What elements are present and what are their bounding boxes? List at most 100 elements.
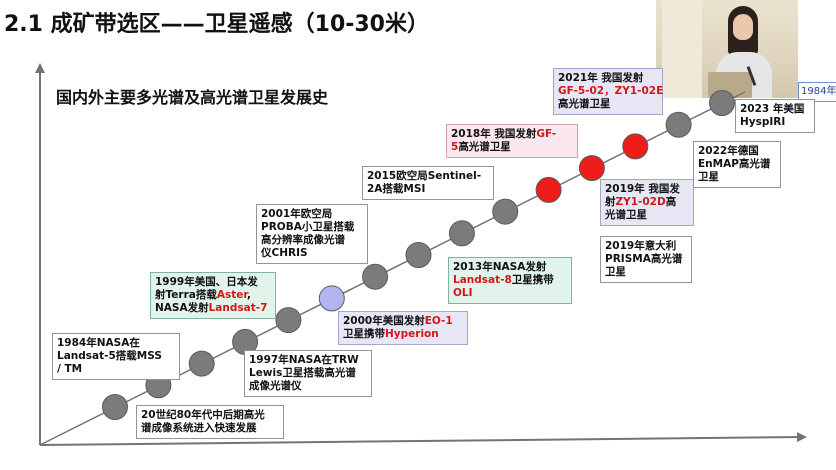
timeline-node-10: [492, 198, 519, 225]
event-text-line: 高光谱卫星: [558, 98, 658, 111]
event-text: PROBA小卫星搭载: [261, 221, 355, 233]
event-text: Landsat-5搭载MSS: [57, 350, 162, 362]
event-text: 卫星携带: [343, 328, 385, 340]
event-text-line: 卫星: [698, 171, 776, 184]
event-box-2019-prisma: 2019年意大利 PRISMA高光谱 卫星: [600, 236, 692, 283]
highlighted-text: EO-1: [424, 315, 453, 327]
event-text-line: PROBA小卫星搭载: [261, 221, 363, 234]
event-text-line: 2015欧空局Sentinel-: [367, 170, 489, 183]
event-text-line: 2013年NASA发射: [453, 261, 567, 274]
event-box-2022-enmap: 2022年德国 EnMAP高光谱 卫星: [693, 141, 781, 188]
event-text: 2000年美国发射: [343, 315, 425, 327]
event-text: 1999年美国、日本发: [155, 276, 258, 288]
event-text: 仪CHRIS: [261, 247, 308, 259]
timeline-node-6: [318, 285, 345, 312]
timeline-node-9: [448, 220, 475, 247]
event-text-line: 成像光谱仪: [249, 380, 367, 393]
event-text-line: Landsat-5搭载MSS: [57, 350, 175, 363]
event-text: 2022年德国: [698, 145, 759, 157]
event-text-line: 1984年NASA在: [57, 337, 175, 350]
event-text-line: 高分辨率成像光谱: [261, 234, 363, 247]
event-text-line: Landsat-8卫星携带: [453, 274, 567, 287]
clipped-edge-label: 1984年N: [798, 82, 836, 102]
event-text: 高分辨率成像光谱: [261, 234, 345, 246]
event-text: 1984年NASA在: [57, 337, 140, 349]
event-text: 2001年欧空局: [261, 208, 333, 220]
event-text: EnMAP高光谱: [698, 158, 771, 170]
timeline-node-3: [188, 350, 215, 377]
event-text-line: PRISMA高光谱: [605, 253, 687, 266]
event-text-line: 2022年德国: [698, 145, 776, 158]
event-text-line: 仪CHRIS: [261, 247, 363, 260]
event-box-1980s-imaging: 20世纪80年代中后期高光 谱成像系统进入快速发展: [136, 405, 284, 439]
event-box-2015-sentinel: 2015欧空局Sentinel- 2A搭载MSI: [362, 166, 494, 200]
event-text-line: 20世纪80年代中后期高光: [141, 409, 279, 422]
event-text-line: 2021年 我国发射: [558, 72, 658, 85]
event-text: Lewis卫星搭载高光谱: [249, 367, 356, 379]
event-text-line: NASA发射Landsat-7: [155, 302, 271, 315]
event-text-line: 射Terra搭载Aster,: [155, 289, 271, 302]
event-text: 谱成像系统进入快速发展: [141, 422, 257, 434]
event-text: 卫星: [698, 171, 719, 183]
event-text: / TM: [57, 363, 83, 375]
event-text-line: 卫星: [605, 266, 687, 279]
highlighted-text: Hyperion: [385, 328, 439, 340]
video-background-wall: [662, 0, 702, 98]
event-text: NASA发射: [155, 302, 209, 314]
event-text-line: EnMAP高光谱: [698, 158, 776, 171]
timeline-node-14: [665, 111, 692, 138]
event-text-line: / TM: [57, 363, 175, 376]
event-text: 光谱卫星: [605, 209, 647, 221]
event-text-line: 2023 年美国: [740, 103, 810, 116]
event-text-line: 2000年美国发射EO-1: [343, 315, 463, 328]
event-text: 高光谱卫星: [558, 98, 611, 110]
event-box-2013-landsat8: 2013年NASA发射 Landsat-8卫星携带 OLI: [448, 257, 572, 304]
highlighted-text: ZY1-02D: [615, 196, 666, 208]
timeline-node-12: [578, 155, 605, 182]
event-text: PRISMA高光谱: [605, 253, 683, 265]
event-box-1997-trw-lewis: 1997年NASA在TRW Lewis卫星搭载高光谱 成像光谱仪: [244, 350, 372, 397]
highlighted-text: Aster: [216, 289, 247, 301]
event-text-line: Lewis卫星搭载高光谱: [249, 367, 367, 380]
event-box-1999-terra: 1999年美国、日本发 射Terra搭载Aster, NASA发射Landsat-7: [150, 272, 276, 319]
event-text-line: OLI: [453, 287, 567, 300]
event-text-line: 光谱卫星: [605, 209, 689, 222]
event-box-1984-landsat5: 1984年NASA在 Landsat-5搭载MSS / TM: [52, 333, 180, 380]
highlighted-text: 5: [451, 141, 459, 153]
event-text: 射Terra搭载: [155, 289, 217, 301]
event-box-2023-hyspiri: 2023 年美国 HyspIRI: [735, 99, 815, 133]
slide-title: 2.1 成矿带选区——卫星遥感（10-30米）: [4, 12, 429, 37]
event-text: 2019年 我国发: [605, 183, 680, 195]
event-box-2001-proba: 2001年欧空局 PROBA小卫星搭载 高分辨率成像光谱 仪CHRIS: [256, 204, 368, 264]
event-text: 2A搭载MSI: [367, 183, 426, 195]
timeline-node-1: [102, 394, 128, 420]
event-text: 1997年NASA在TRW: [249, 354, 359, 366]
highlighted-text: OLI: [453, 287, 473, 299]
timeline-node-5: [275, 307, 302, 334]
presenter-video: [656, 0, 798, 98]
event-text: ,: [247, 289, 251, 301]
timeline-node-15: [709, 90, 735, 116]
event-text-line: 2001年欧空局: [261, 208, 363, 221]
event-text-line: 1997年NASA在TRW: [249, 354, 367, 367]
presenter-face: [733, 14, 753, 40]
event-text-line: GF-5-02，ZY1-02E: [558, 85, 663, 98]
event-text: 2021年 我国发射: [558, 72, 644, 84]
event-text: 2023 年美国: [740, 103, 805, 115]
event-box-2019-zy1: 2019年 我国发 射ZY1-02D高 光谱卫星: [600, 179, 694, 226]
event-text-line: 2019年 我国发: [605, 183, 689, 196]
event-text: 射: [605, 196, 616, 208]
event-text: 成像光谱仪: [249, 380, 302, 392]
event-text: 2019年意大利: [605, 240, 677, 252]
event-text-line: 1999年美国、日本发: [155, 276, 271, 289]
x-axis: [39, 432, 807, 446]
event-text: 2018年 我国发射: [451, 128, 537, 140]
timeline-nodes: [102, 90, 735, 420]
event-box-2021-gf5-02: 2021年 我国发射 GF-5-02，ZY1-02E 高光谱卫星: [553, 68, 663, 115]
event-text: HyspIRI: [740, 116, 786, 128]
event-text: 2015欧空局Sentinel-: [367, 170, 482, 182]
timeline-node-7: [362, 263, 389, 290]
event-text: 20世纪80年代中后期高光: [141, 409, 265, 421]
event-text: 卫星携带: [511, 274, 554, 286]
